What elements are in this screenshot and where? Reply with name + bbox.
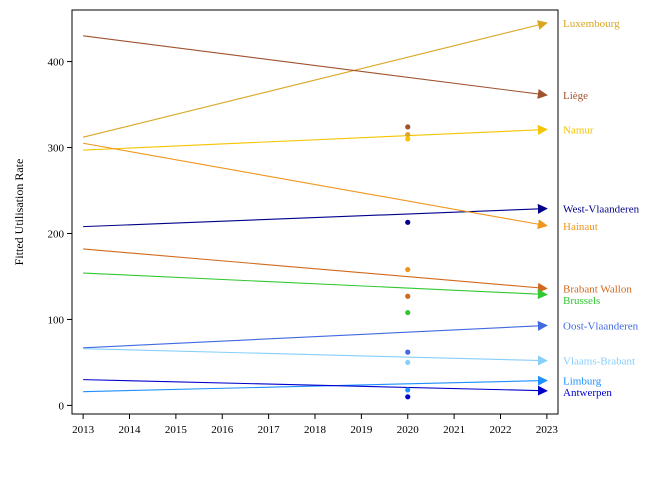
trend-line-luxembourg bbox=[82, 20, 548, 138]
x-tick-label-2020: 2020 bbox=[397, 424, 420, 436]
x-tick-label-2014: 2014 bbox=[119, 424, 142, 436]
trend-line-namur bbox=[83, 124, 548, 151]
y-tick-label-200: 200 bbox=[48, 228, 65, 240]
x-tick-label-2023: 2023 bbox=[536, 424, 559, 436]
trend-line-brussels bbox=[83, 272, 548, 300]
y-tick-label-400: 400 bbox=[48, 57, 65, 69]
x-tick-label-2015: 2015 bbox=[165, 424, 188, 436]
x-tick-label-2019: 2019 bbox=[350, 424, 373, 436]
series-label-antwerpen: Antwerpen bbox=[563, 387, 612, 399]
trend-line-li-ge bbox=[83, 35, 548, 99]
series-label-brabant-wallon: Brabant Wallon bbox=[563, 284, 632, 296]
series-label-luxembourg: Luxembourg bbox=[563, 18, 620, 30]
trend-line-west-vlaanderen bbox=[83, 203, 548, 228]
series-label-namur: Namur bbox=[563, 124, 594, 136]
x-tick-label-2013: 2013 bbox=[72, 424, 95, 436]
observed-point-limburg bbox=[405, 387, 411, 393]
observed-point-namur bbox=[405, 136, 411, 142]
ticks-layer: 2013 2014 2015 2016 2017 2018 2019 2020 2021 2022… bbox=[48, 57, 559, 436]
series-label-hainaut: Hainaut bbox=[563, 221, 598, 233]
observed-point-brussels bbox=[405, 309, 411, 316]
y-tick-label-300: 300 bbox=[48, 143, 65, 155]
labels-layer: Luxembourg Liège Namur West-Vlaanderen Haina… bbox=[563, 18, 640, 399]
x-tick-label-2017: 2017 bbox=[258, 424, 281, 436]
series-label-vlaams-brabant: Vlaams-Brabant bbox=[563, 356, 635, 368]
trend-line-hainaut bbox=[83, 142, 548, 230]
trend-line-limburg bbox=[83, 375, 548, 393]
y-axis-title: Fitted Utilisation Rate bbox=[12, 159, 26, 266]
observed-point-hainaut bbox=[405, 266, 411, 273]
series-label-west-vlaanderen: West-Vlaanderen bbox=[563, 204, 640, 216]
series-label-limburg: Limburg bbox=[563, 375, 602, 387]
observed-point-oost-vlaanderen bbox=[405, 349, 411, 355]
x-tick-label-2016: 2016 bbox=[211, 424, 234, 436]
x-tick-label-2018: 2018 bbox=[304, 424, 327, 436]
trend-line-brabant-wallon bbox=[83, 248, 548, 293]
lines-layer bbox=[82, 20, 548, 396]
trend-line-antwerpen bbox=[83, 379, 548, 396]
x-tick-label-2022: 2022 bbox=[489, 424, 511, 436]
observed-point-vlaams-brabant bbox=[405, 359, 411, 366]
series-label-brussels: Brussels bbox=[563, 295, 600, 307]
points-layer bbox=[405, 124, 411, 400]
observed-point-west-vlaanderen bbox=[405, 219, 411, 225]
observed-point-li-ge bbox=[405, 124, 411, 130]
x-tick-label-2021: 2021 bbox=[443, 424, 465, 436]
y-tick-label-0: 0 bbox=[59, 400, 65, 412]
series-label-li-ge: Liège bbox=[563, 90, 588, 102]
trend-line-vlaams-brabant bbox=[83, 348, 548, 366]
y-tick-label-100: 100 bbox=[48, 314, 65, 326]
plot-frame bbox=[71, 9, 559, 415]
observed-point-brabant-wallon bbox=[405, 293, 411, 299]
trend-line-oost-vlaanderen bbox=[83, 320, 548, 349]
series-label-oost-vlaanderen: Oost-Vlaanderen bbox=[563, 320, 639, 332]
observed-point-antwerpen bbox=[405, 394, 411, 400]
observed-point-luxembourg bbox=[405, 132, 411, 138]
